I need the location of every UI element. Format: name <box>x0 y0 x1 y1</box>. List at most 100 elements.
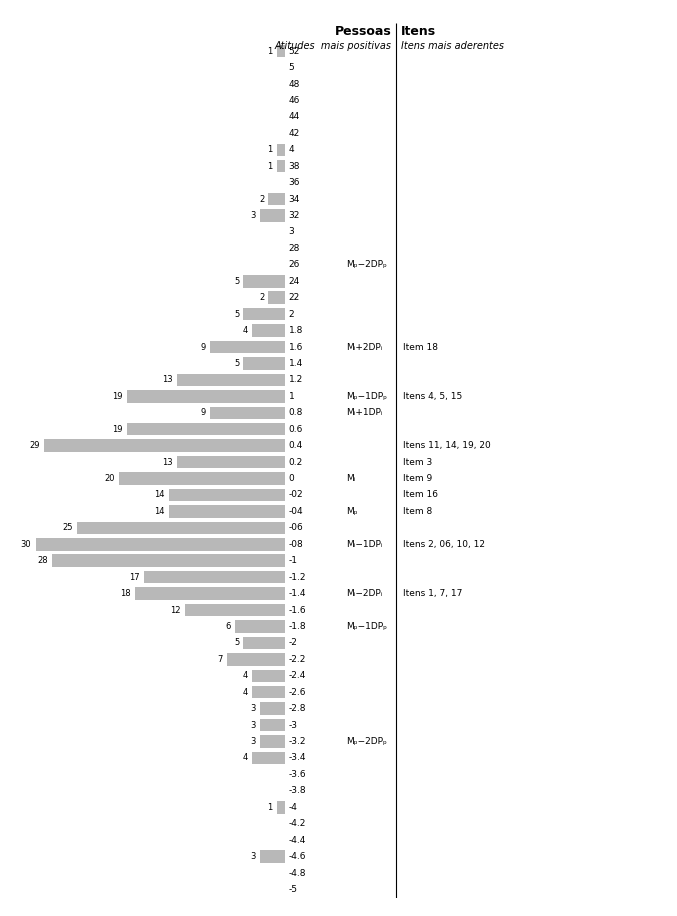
Bar <box>277 801 285 813</box>
Text: 1.2: 1.2 <box>288 376 303 385</box>
Bar <box>244 637 285 649</box>
Text: -3.6: -3.6 <box>288 770 306 779</box>
Text: -06: -06 <box>288 523 303 532</box>
Text: -3.8: -3.8 <box>288 786 306 795</box>
Text: 19: 19 <box>112 392 123 401</box>
Text: 29: 29 <box>29 442 40 450</box>
Text: -1: -1 <box>288 556 298 565</box>
Text: -2.6: -2.6 <box>288 688 306 697</box>
Text: 13: 13 <box>162 458 173 466</box>
Bar <box>244 275 285 288</box>
Text: -3.4: -3.4 <box>288 754 306 762</box>
Text: 42: 42 <box>288 129 300 138</box>
Text: Mᵢ+2DPᵢ: Mᵢ+2DPᵢ <box>346 343 382 352</box>
Text: 3: 3 <box>250 704 256 714</box>
Text: Itens: Itens <box>401 25 437 38</box>
Bar <box>169 489 285 501</box>
Text: Mᵢ−2DPᵢ: Mᵢ−2DPᵢ <box>346 589 382 598</box>
Text: Atitudes  mais positivas: Atitudes mais positivas <box>275 41 392 51</box>
Text: -1.6: -1.6 <box>288 605 306 615</box>
Bar <box>135 587 285 600</box>
Text: 19: 19 <box>112 425 123 434</box>
Text: Mₚ−1DPₚ: Mₚ−1DPₚ <box>346 392 387 401</box>
Text: -1.2: -1.2 <box>288 572 306 582</box>
Text: -2.4: -2.4 <box>288 671 306 681</box>
Bar <box>227 653 285 666</box>
Text: 22: 22 <box>288 293 300 302</box>
Text: -1.4: -1.4 <box>288 589 306 598</box>
Bar <box>277 45 285 58</box>
Text: 0.6: 0.6 <box>288 425 303 434</box>
Text: 4: 4 <box>242 671 248 681</box>
Bar <box>268 193 285 205</box>
Text: Mₚ−2DPₚ: Mₚ−2DPₚ <box>346 260 387 269</box>
Text: -4.8: -4.8 <box>288 868 306 878</box>
Text: 14: 14 <box>154 490 165 499</box>
Text: 28: 28 <box>37 556 48 565</box>
Text: 0: 0 <box>288 474 294 483</box>
Text: 5: 5 <box>234 310 239 319</box>
Text: -4.2: -4.2 <box>288 819 306 828</box>
Text: 6: 6 <box>225 622 231 631</box>
Text: Item 16: Item 16 <box>403 490 437 499</box>
Text: 25: 25 <box>62 523 73 532</box>
Text: 1.6: 1.6 <box>288 343 303 352</box>
Text: 9: 9 <box>200 409 206 418</box>
Bar <box>260 703 285 714</box>
Bar <box>144 571 285 583</box>
Text: 28: 28 <box>288 244 300 253</box>
Text: 13: 13 <box>162 376 173 385</box>
Text: Itens 2, 06, 10, 12: Itens 2, 06, 10, 12 <box>403 540 485 549</box>
Text: 26: 26 <box>288 260 300 269</box>
Text: 24: 24 <box>288 277 300 286</box>
Text: Mᵢ−1DPᵢ: Mᵢ−1DPᵢ <box>346 540 382 549</box>
Bar <box>169 505 285 518</box>
Text: -04: -04 <box>288 507 303 516</box>
Text: 4: 4 <box>242 326 248 335</box>
Text: Item 8: Item 8 <box>403 507 432 516</box>
Text: 32: 32 <box>288 211 300 220</box>
Text: Item 18: Item 18 <box>403 343 437 352</box>
Text: 30: 30 <box>21 540 31 549</box>
Text: 1: 1 <box>267 802 272 812</box>
Bar <box>244 357 285 370</box>
Text: 1: 1 <box>288 392 294 401</box>
Bar <box>260 736 285 747</box>
Text: Mₚ: Mₚ <box>346 507 357 516</box>
Text: 5: 5 <box>234 359 239 368</box>
Bar <box>252 324 285 337</box>
Text: Itens 11, 14, 19, 20: Itens 11, 14, 19, 20 <box>403 442 490 450</box>
Text: Mₚ−1DPₚ: Mₚ−1DPₚ <box>346 622 387 631</box>
Text: 52: 52 <box>288 47 300 56</box>
Text: 9: 9 <box>200 343 206 352</box>
Text: 3: 3 <box>288 227 294 236</box>
Text: -4.6: -4.6 <box>288 852 306 861</box>
Bar <box>185 604 285 616</box>
Text: 14: 14 <box>154 507 165 516</box>
Text: 2: 2 <box>288 310 294 319</box>
Bar <box>36 538 285 551</box>
Text: -1.8: -1.8 <box>288 622 306 631</box>
Text: 3: 3 <box>250 852 256 861</box>
Text: -4: -4 <box>288 802 297 812</box>
Text: 12: 12 <box>171 605 181 615</box>
Text: 46: 46 <box>288 96 300 105</box>
Text: 0.2: 0.2 <box>288 458 303 466</box>
Bar <box>177 374 285 387</box>
Text: 5: 5 <box>234 638 239 648</box>
Bar <box>260 719 285 731</box>
Text: Mᵢ: Mᵢ <box>346 474 355 483</box>
Text: 1: 1 <box>267 146 272 154</box>
Text: Item 3: Item 3 <box>403 458 432 466</box>
Text: Mₚ−2DPₚ: Mₚ−2DPₚ <box>346 737 387 746</box>
Bar <box>211 341 285 354</box>
Text: 4: 4 <box>242 688 248 697</box>
Text: 5: 5 <box>288 63 294 72</box>
Text: -2.2: -2.2 <box>288 655 306 664</box>
Text: 38: 38 <box>288 162 300 170</box>
Text: 4: 4 <box>242 754 248 762</box>
Bar <box>244 308 285 321</box>
Text: Item 9: Item 9 <box>403 474 432 483</box>
Text: -2.8: -2.8 <box>288 704 306 714</box>
Text: 5: 5 <box>234 277 239 286</box>
